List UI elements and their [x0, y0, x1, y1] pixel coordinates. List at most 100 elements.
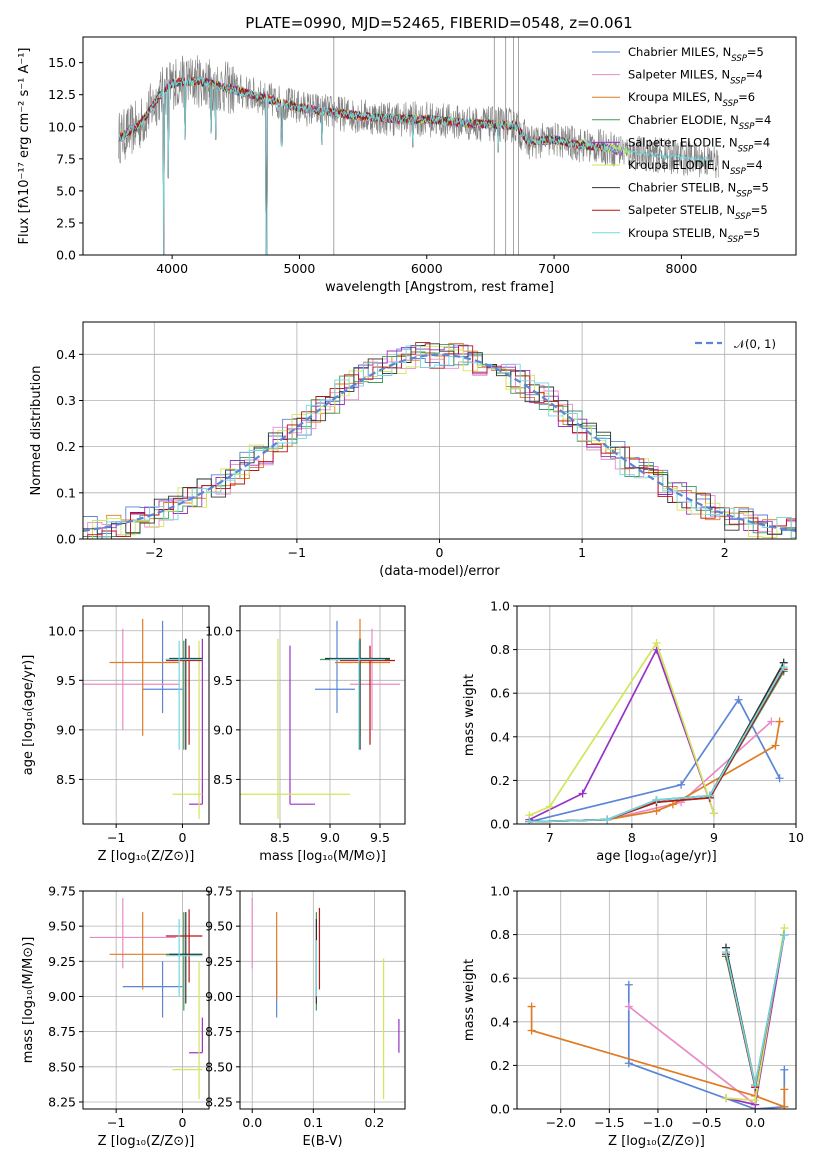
series-marker	[578, 789, 587, 798]
y-tick-label: 0.8	[490, 642, 510, 657]
y-tick-label: 8.50	[48, 1059, 76, 1074]
x-tick-label: 0	[178, 1115, 186, 1130]
y-tick-label: 10.0	[205, 623, 233, 638]
series-marker	[525, 817, 534, 824]
gaussian-curve	[83, 353, 796, 532]
y-tick-label: 9.75	[205, 884, 233, 899]
y-axis-label: Flux [fλ10⁻¹⁷ erg cm⁻² s⁻¹ A⁻¹]	[17, 48, 32, 245]
x-tick-label: 1	[578, 545, 586, 560]
series-marker	[624, 980, 633, 989]
y-tick-label: 8.75	[48, 1024, 76, 1039]
x-tick-label: 10	[788, 830, 804, 845]
x-axis-label: Z [log₁₀(Z/Z⊙)]	[98, 849, 195, 864]
histogram-5	[91, 345, 796, 539]
series-marker	[527, 1026, 536, 1035]
legend-subscript: SSP	[739, 122, 755, 132]
series-marker	[545, 802, 554, 811]
legend-subscript: SSP	[738, 144, 754, 154]
x-tick-label: 8.5	[270, 830, 290, 845]
legend-subscript: SSP	[730, 167, 746, 177]
plot-area	[525, 639, 788, 824]
y-tick-label: 8.25	[48, 1094, 76, 1109]
series-marker	[780, 1085, 789, 1094]
figure-title: PLATE=0990, MJD=52465, FIBERID=0548, z=0…	[245, 14, 632, 32]
x-tick-label: −0.5	[691, 1115, 721, 1130]
x-tick-label: 0	[436, 545, 444, 560]
y-axis-label: mass weight	[462, 959, 477, 1041]
series-marker	[668, 800, 677, 809]
series-marker	[652, 796, 661, 805]
x-tick-label: 4000	[156, 261, 188, 276]
legend-subscript: SSP	[736, 190, 752, 200]
axes-frame	[239, 605, 406, 825]
x-tick-label: −1.5	[594, 1115, 624, 1130]
x-tick-label: 9.5	[370, 830, 390, 845]
x-tick-label: −1.0	[643, 1115, 673, 1130]
series-marker	[705, 791, 714, 800]
legend-label: Chabrier ELODIE, NSSP=4	[628, 113, 771, 132]
histogram-7	[87, 342, 796, 539]
x-axis-label: E(B-V)	[302, 1134, 342, 1149]
series-marker	[734, 695, 743, 704]
x-tick-label: 0	[178, 830, 186, 845]
x-tick-label: 9.0	[320, 830, 340, 845]
y-tick-label: 10.0	[48, 119, 76, 134]
model-spectrum	[118, 76, 714, 255]
histogram-2	[91, 342, 792, 539]
plot-area	[251, 898, 400, 1100]
y-tick-label: 0.2	[56, 439, 76, 454]
x-axis-label: wavelength [Angstrom, rest frame]	[325, 280, 554, 295]
axes-frame	[82, 36, 797, 256]
series-marker	[722, 948, 731, 957]
y-tick-label: 8.75	[205, 1024, 233, 1039]
series-marker	[652, 639, 661, 648]
panel-5: −1 0 8.25 8.50 8.75 9.00 9.25 9.50 9.75 Z [log₁₀(…	[21, 884, 210, 1149]
axes-frame	[82, 605, 210, 825]
axes-frame	[516, 890, 797, 1110]
panel-4: 7 8 9 10 0.0 0.2 0.4 0.6 0.8 1.0 age [log₁₀(age/yr…	[462, 599, 804, 865]
y-axis-label: age [log₁₀(age/yr)]	[21, 655, 36, 776]
plot-area	[83, 618, 203, 820]
panel-7: −2.0 −1.5 −1.0 −0.5 0.0 0.0 0.2 0.4 0.6 0.8 1.0 Z […	[462, 884, 797, 1149]
y-tick-label: 8.25	[205, 1094, 233, 1109]
legend-label: Kroupa ELODIE, NSSP=4	[628, 158, 763, 177]
y-tick-label: 9.00	[205, 989, 233, 1004]
series-marker	[779, 663, 788, 672]
y-tick-label: 0.4	[490, 1014, 510, 1029]
plot-area	[89, 898, 203, 1100]
series-marker	[603, 815, 612, 824]
y-tick-label: 8.5	[56, 772, 76, 787]
y-tick-label: 9.50	[205, 919, 233, 934]
x-tick-label: 7000	[538, 261, 570, 276]
y-tick-label: 9.0	[56, 722, 76, 737]
panel-0: 4000 5000 6000 7000 8000 0.0 2.5 5.0 7.5 10.0 12.5…	[17, 36, 797, 295]
series-marker	[624, 1059, 633, 1068]
y-axis-label: mass weight	[462, 674, 477, 756]
y-tick-label: 0.6	[490, 686, 510, 701]
y-tick-label: 0.0	[56, 248, 76, 263]
series-marker	[709, 809, 718, 818]
axes-frame	[82, 890, 210, 1110]
x-axis-label: (data-model)/error	[379, 564, 500, 579]
series-marker	[767, 717, 776, 726]
x-tick-label: −1	[107, 830, 125, 845]
y-tick-label: 0.1	[56, 485, 76, 500]
y-tick-label: 9.50	[48, 919, 76, 934]
x-tick-label: 2	[721, 545, 729, 560]
series-marker	[751, 1081, 760, 1090]
y-tick-label: 9.25	[205, 954, 233, 969]
y-tick-label: 2.5	[56, 215, 76, 230]
y-tick-label: 8.50	[205, 1059, 233, 1074]
x-tick-label: 8000	[666, 261, 698, 276]
legend-subscript: SSP	[730, 77, 746, 87]
legend-subscript: SSP	[728, 235, 744, 245]
y-tick-label: 9.5	[213, 673, 233, 688]
y-tick-label: 1.0	[490, 599, 510, 614]
y-tick-label: 0.8	[490, 927, 510, 942]
histogram-4	[101, 346, 796, 539]
x-tick-label: 0.2	[364, 1115, 384, 1130]
plot-area	[118, 37, 719, 255]
y-tick-label: 15.0	[48, 55, 76, 70]
y-tick-label: 0.4	[490, 729, 510, 744]
panel-1: −2 −1 0 1 2 0.0 0.1 0.2 0.3 0.4 (data-model)/error…	[29, 321, 797, 579]
